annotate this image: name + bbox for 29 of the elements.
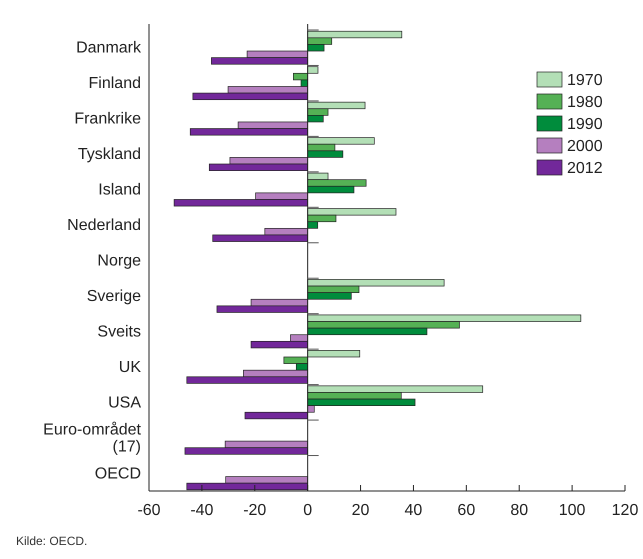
y-tick-label: Euro-området (17)	[43, 421, 142, 456]
y-tick-label: Sveits	[97, 323, 141, 340]
legend-label: 1990	[567, 116, 603, 133]
legend-label: 2000	[567, 138, 603, 155]
y-tick-label: USA	[108, 394, 142, 412]
x-tick-label: 20	[352, 502, 370, 519]
y-tick-label: Island	[98, 182, 141, 199]
y-tick-label: Frankrike	[74, 110, 142, 128]
y-tick-label: OECD	[94, 465, 141, 482]
x-tick-label: 60	[457, 502, 476, 519]
x-tick-label: -60	[137, 502, 161, 519]
x-tick-label: -20	[243, 502, 266, 519]
legend-label: 2012	[567, 160, 603, 177]
y-tick-label: Tyskland	[78, 146, 141, 164]
x-tick-label: -40	[190, 502, 214, 519]
y-tick-label: UK	[118, 358, 142, 376]
y-tick-label: Nederland	[67, 217, 141, 234]
x-tick-label: 100	[558, 502, 586, 519]
x-tick-label: 0	[303, 502, 312, 519]
y-tick-label: Finland	[88, 75, 141, 92]
y-tick-label: Norge	[97, 252, 142, 270]
legend-label: 1980	[567, 94, 603, 111]
x-tick-label: 80	[510, 502, 528, 519]
x-tick-label: 40	[404, 502, 422, 519]
legend-label: 1970	[567, 72, 603, 89]
text: Kilde: OECD.	[16, 534, 88, 548]
x-tick-label: 120	[612, 502, 638, 519]
y-tick-label: Sverige	[86, 288, 142, 305]
y-tick-label: Danmark	[76, 40, 142, 57]
